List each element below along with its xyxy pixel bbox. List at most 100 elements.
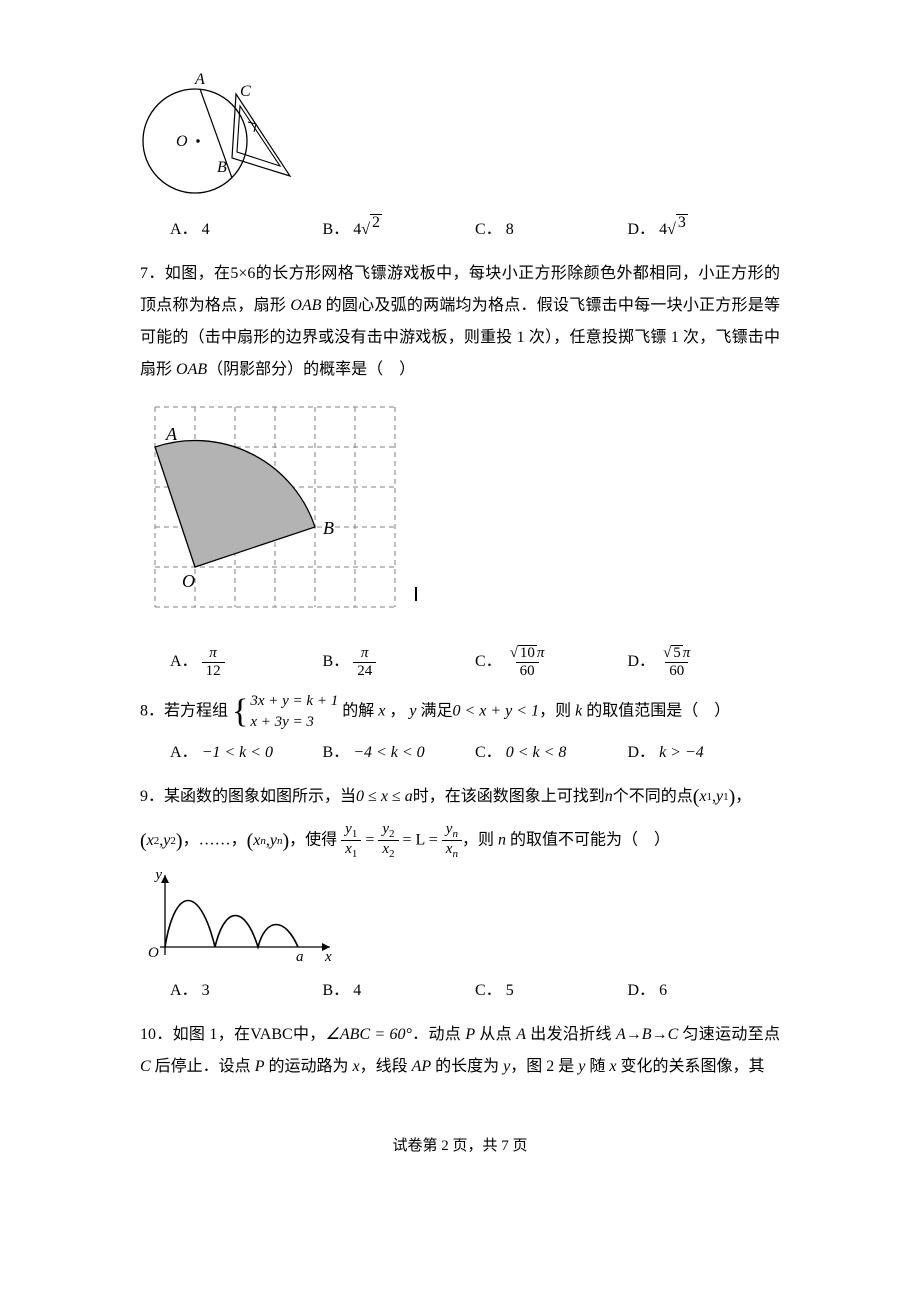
q9-optA-label: A． (170, 975, 198, 1007)
q7-label-O: O (182, 571, 195, 591)
q8-optD-label: D． (628, 737, 656, 769)
q8-s5: ，则 (539, 703, 575, 720)
q9-fnns: n (452, 828, 458, 840)
q7-opt-B: B． π24 (323, 645, 476, 679)
q7-opt-C: C． √10π 60 (475, 645, 628, 679)
q7-options: A． π12 B． π24 C． √10π 60 D． √5π 60 (140, 645, 780, 679)
q6-optC-val: 8 (506, 214, 514, 246)
q7-opt-A: A． π12 (140, 645, 323, 679)
q9-figure: O y x a (140, 867, 780, 967)
q10-s8: 的运动路为 (264, 1058, 352, 1075)
q10-s2: 中， (293, 1026, 326, 1043)
q7-dim: 5×6 (230, 265, 255, 282)
q9-s2: 时，在该函数图象上可找到 (413, 788, 605, 805)
q9-f1n: y (345, 821, 352, 837)
q6-opt-A: A． 4 (140, 214, 323, 246)
q10-s9: ，线段 (360, 1058, 412, 1075)
q9-optB-val: 4 (353, 975, 361, 1007)
q8-cond: 0 < x + y < 1 (452, 703, 539, 720)
q9-f1ds: 1 (352, 848, 358, 860)
q7-optA-num: π (205, 645, 221, 662)
q9-optD-val: 6 (659, 975, 667, 1007)
q6-opt-C: C． 8 (475, 214, 628, 246)
q9-fnds: n (452, 848, 458, 860)
q7-optA-den: 12 (202, 662, 225, 680)
q9-optB-label: B． (323, 975, 350, 1007)
q8-sys-row2: x + 3y = 3 (250, 712, 338, 733)
q9-cond1: 0 ≤ x ≤ a (356, 788, 413, 805)
q7-number: 7． (140, 265, 165, 282)
page-footer: 试卷第 2 页，共 7 页 (140, 1131, 780, 1161)
q7-optB-label: B． (323, 646, 350, 678)
q9-opt-C: C． 5 (475, 975, 628, 1007)
q6-optA-val: 4 (202, 214, 210, 246)
q9-n1: n (605, 788, 613, 805)
q10-number: 10． (140, 1026, 173, 1043)
q7-optD-label: D． (628, 646, 656, 678)
q9-label-y: y (153, 867, 162, 883)
q7-optC-rad: 10 (518, 645, 537, 661)
q8-opt-D: D． k > −4 (628, 737, 781, 769)
q9-s6: ，使得 (289, 832, 337, 849)
q9-s3: 个不同的点 (613, 788, 693, 805)
q9-f1d: x (345, 841, 352, 857)
q6-optD-rad: 3 (676, 214, 688, 231)
q8-optB-label: B． (323, 737, 350, 769)
q10-seg: AP (412, 1058, 432, 1075)
q6-opt-D: D． 4√3 (628, 214, 781, 246)
q6-optD-val: 4√3 (659, 214, 688, 246)
q7-optD-pi: π (683, 645, 691, 661)
q9-p2x: x (147, 825, 154, 857)
page: O A B C A． 4 B． 4√2 C． 8 (70, 0, 850, 1201)
q6-label-A: A (194, 71, 205, 88)
q8-opt-C: C． 0 < k < 8 (475, 737, 628, 769)
q6-figure: O A B C (140, 66, 780, 206)
q7-oab2: OAB (176, 361, 207, 378)
q7-label-B: B (323, 518, 334, 538)
q10-x2: x (609, 1058, 616, 1075)
q9-f2ds: 2 (389, 848, 395, 860)
q9-p1x: x (699, 781, 706, 813)
q10-s3: ．动点 (412, 1026, 465, 1043)
q10-P1: P (465, 1026, 475, 1043)
q10-stem: 10．如图 1，在VABC中，∠ABC = 60°．动点 P 从点 A 出发沿折… (140, 1019, 780, 1083)
q9-f2ns: 2 (389, 828, 395, 840)
q9-opt-A: A． 3 (140, 975, 323, 1007)
q8-optA-val: −1 < k < 0 (202, 737, 274, 769)
q6-options: A． 4 B． 4√2 C． 8 D． 4√3 (140, 214, 780, 246)
q6-label-C: C (240, 83, 251, 100)
q10-angle: ∠ABC = 60° (326, 1026, 412, 1043)
q10-s10: 的长度为 (431, 1058, 503, 1075)
q7-figure: A B O (140, 392, 780, 627)
q7-optA-label: A． (170, 646, 198, 678)
q8-optD-val: k > −4 (659, 737, 704, 769)
q8-sys-row1: 3x + y = k + 1 (250, 691, 338, 712)
q6-optB-val: 4√2 (353, 214, 382, 246)
q9-optA-val: 3 (202, 975, 210, 1007)
q6-opt-B: B． 4√2 (323, 214, 476, 246)
q9-f1ns: 1 (352, 828, 358, 840)
q10-tri: VABC (250, 1026, 292, 1043)
q10-s5: 出发沿折线 (526, 1026, 616, 1043)
q9-s8: 的取值不可能为（ ） (506, 832, 670, 849)
q10-C1: C (140, 1058, 151, 1075)
q10-s11: ，图 2 是 (510, 1058, 578, 1075)
q9-s5: ，……， (183, 832, 247, 849)
q10-s13: 变化的关系图像，其 (617, 1058, 765, 1075)
q7-optB-den: 24 (353, 662, 376, 680)
q7-oab1: OAB (290, 297, 321, 314)
q10-s1: 如图 1，在 (173, 1026, 251, 1043)
q8-number: 8． (140, 703, 164, 720)
q8-opt-B: B． −4 < k < 0 (323, 737, 476, 769)
q6-optD-pre: 4 (659, 221, 667, 238)
q8-options: A． −1 < k < 0 B． −4 < k < 0 C． 0 < k < 8… (140, 737, 780, 769)
q9-stem: 9．某函数的图象如图所示，当0 ≤ x ≤ a时，在该函数图象上可找到n个不同的… (140, 781, 780, 813)
q9-label-a: a (296, 949, 304, 965)
q8-optC-label: C． (475, 737, 502, 769)
q8-opt-A: A． −1 < k < 0 (140, 737, 323, 769)
q10-s6: 匀速运动至点 (678, 1026, 780, 1043)
q9-label-x: x (324, 949, 332, 965)
q9-s4a: ， (735, 788, 751, 805)
q8-system: { 3x + y = k + 1 x + 3y = 3 (232, 691, 338, 733)
q9-s1: 某函数的图象如图所示，当 (164, 788, 356, 805)
